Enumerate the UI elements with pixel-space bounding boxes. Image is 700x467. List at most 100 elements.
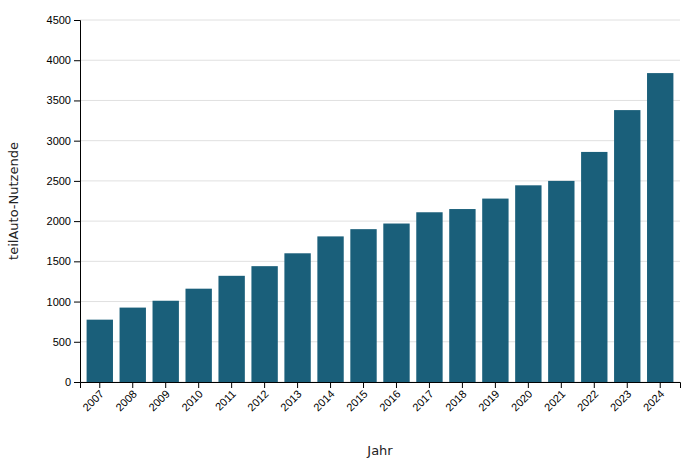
x-tick-label: 2024	[641, 388, 667, 414]
y-tick: 2500	[47, 175, 80, 187]
x-tick: 2015	[344, 382, 370, 413]
y-tick-mark	[74, 302, 80, 303]
y-tick-label: 0	[65, 376, 71, 388]
bar	[87, 320, 113, 382]
y-tick-label: 4000	[47, 54, 71, 66]
x-tick-mark	[231, 382, 232, 388]
y-tick-label: 4500	[47, 14, 71, 26]
y-tick: 4000	[47, 54, 80, 66]
bar	[120, 308, 146, 382]
x-tick-label: 2021	[542, 388, 568, 414]
y-tick: 3500	[47, 94, 80, 106]
y-axis: 0 500 1000 1500 2000 2500 3000 3500 4000 4500	[47, 14, 81, 388]
x-tick-mark	[297, 382, 298, 388]
y-axis-title: teilAuto-Nutzende	[6, 142, 21, 260]
y-tick-label: 1500	[47, 255, 71, 267]
x-tick: 2011	[213, 382, 238, 413]
x-tick-label: 2020	[509, 388, 535, 414]
y-tick-label: 3000	[47, 135, 71, 147]
y-tick-mark	[74, 100, 80, 101]
x-tick: 2020	[509, 382, 535, 413]
x-tick-mark	[594, 382, 595, 388]
x-tick: 2012	[245, 382, 271, 413]
x-axis-line	[81, 383, 681, 389]
grid-line	[80, 100, 680, 101]
y-tick-mark	[74, 342, 80, 343]
bar	[647, 73, 673, 382]
x-tick: 2014	[311, 382, 337, 413]
x-tick-mark	[198, 382, 199, 388]
bar	[284, 253, 310, 382]
bar	[614, 110, 640, 382]
x-tick-label: 2018	[443, 388, 469, 414]
y-tick: 4500	[47, 14, 80, 26]
bar	[317, 236, 343, 382]
bar	[482, 199, 508, 382]
y-tick: 3000	[47, 135, 80, 147]
x-tick-label: 2016	[377, 388, 403, 414]
y-tick-label: 2500	[47, 175, 71, 187]
y-tick: 2000	[47, 215, 80, 227]
grid-line	[80, 20, 680, 21]
bar	[153, 301, 179, 382]
y-tick-mark	[74, 261, 80, 262]
x-tick-mark	[330, 382, 331, 388]
x-tick: 2023	[608, 382, 634, 413]
y-tick: 1500	[47, 255, 80, 267]
x-tick-label: 2013	[278, 388, 304, 414]
bar	[581, 152, 607, 382]
x-tick-mark	[99, 382, 100, 388]
y-tick-mark	[74, 20, 80, 21]
x-tick-label: 2015	[344, 388, 370, 414]
grid-line	[80, 60, 680, 61]
y-tick-mark	[74, 382, 80, 383]
y-tick-mark	[74, 141, 80, 142]
y-tick-label: 2000	[47, 215, 71, 227]
x-tick-label: 2017	[410, 388, 436, 414]
x-tick-label: 2022	[575, 388, 601, 414]
chart: 0 500 1000 1500 2000 2500 3000 3500 4000 4500 2007…	[0, 0, 700, 467]
y-tick: 0	[65, 376, 80, 388]
y-tick-label: 500	[53, 336, 71, 348]
x-tick: 2009	[146, 382, 172, 413]
x-tick: 2007	[80, 382, 106, 413]
plot: 0 500 1000 1500 2000 2500 3000 3500 4000 4500 2007…	[47, 14, 681, 413]
y-tick: 500	[53, 336, 80, 348]
x-tick-mark	[264, 382, 265, 388]
y-tick: 1000	[47, 296, 80, 308]
grid-line	[80, 140, 680, 141]
bar	[449, 209, 475, 382]
x-tick-label: 2011	[213, 388, 238, 413]
y-tick-mark	[74, 60, 80, 61]
bar	[218, 276, 244, 382]
bar	[383, 224, 409, 382]
x-tick: 2018	[443, 382, 469, 413]
x-tick-mark	[363, 382, 364, 388]
x-tick: 2016	[377, 382, 403, 413]
x-tick-mark	[627, 382, 628, 388]
x-axis-title: Jahr	[366, 443, 393, 458]
x-tick-label: 2012	[245, 388, 271, 414]
x-tick: 2019	[476, 382, 502, 413]
x-tick-label: 2008	[113, 388, 139, 414]
x-tick: 2008	[113, 382, 139, 413]
x-tick-label: 2014	[311, 388, 337, 414]
x-tick: 2013	[278, 382, 304, 413]
x-tick: 2024	[641, 382, 667, 413]
bar	[350, 229, 376, 382]
x-tick: 2010	[179, 382, 205, 413]
x-tick-mark	[528, 382, 529, 388]
y-tick-label: 3500	[47, 94, 71, 106]
x-tick-label: 2019	[476, 388, 502, 414]
x-axis: 2007 2008 2009 2010 2011 2012 2013 2014 2015 2016…	[80, 382, 680, 413]
grid	[80, 20, 680, 382]
y-tick-mark	[74, 221, 80, 222]
x-tick-mark	[495, 382, 496, 388]
bar	[515, 185, 541, 382]
x-tick-mark	[660, 382, 661, 388]
bar	[185, 289, 211, 382]
x-tick-label: 2023	[608, 388, 634, 414]
x-tick: 2022	[575, 382, 601, 413]
x-tick-label: 2009	[146, 388, 172, 414]
x-tick-mark	[429, 382, 430, 388]
